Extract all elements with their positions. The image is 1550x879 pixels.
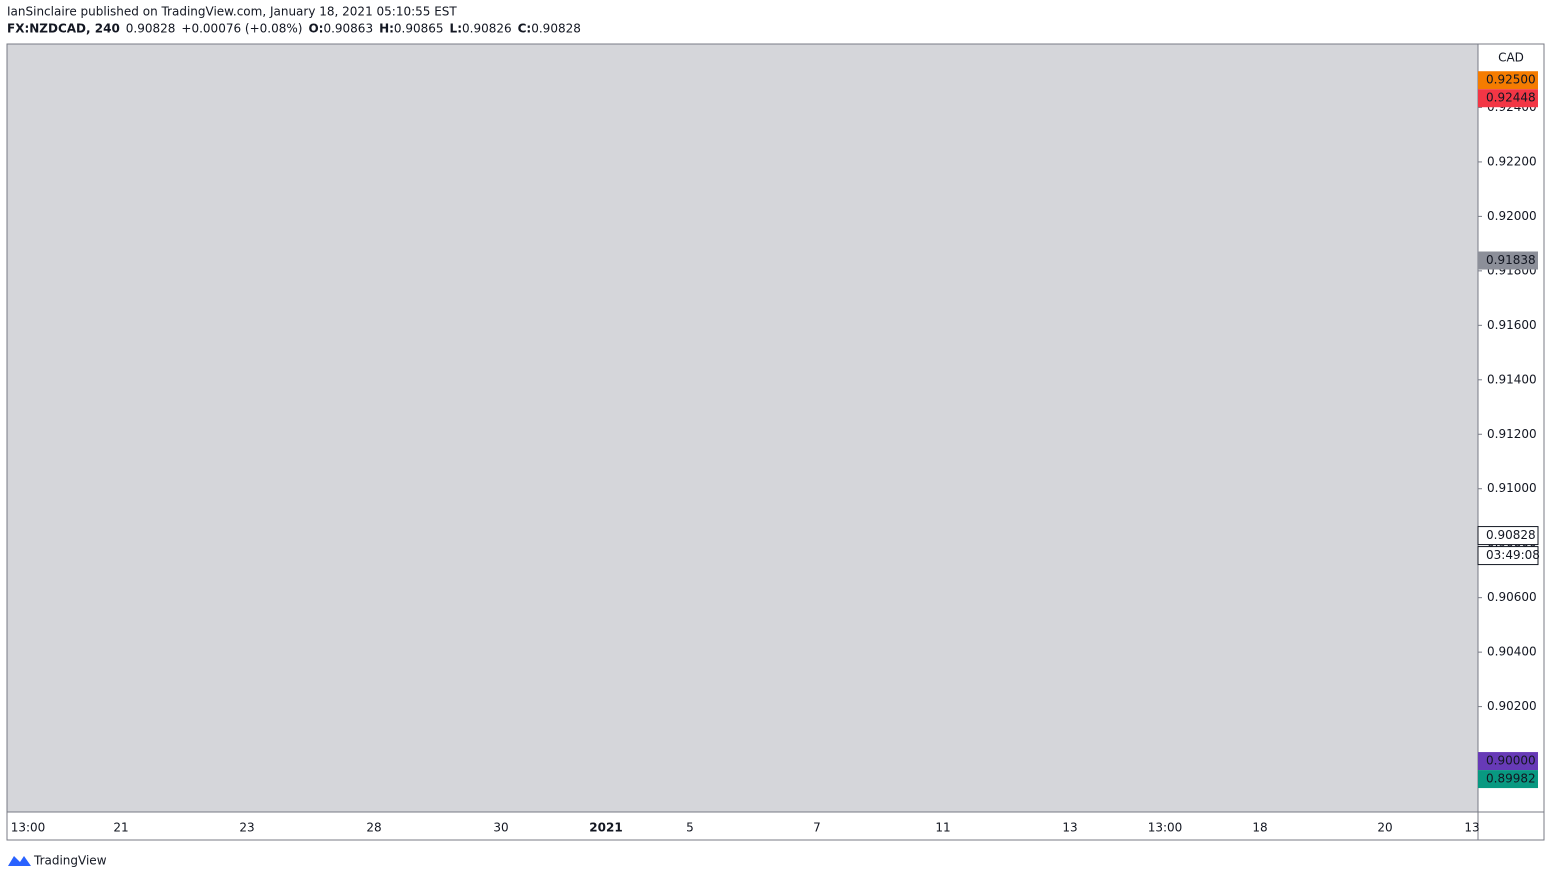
price-badge [1478,752,1538,771]
y-tick-label: 0.91200 [1487,427,1537,441]
x-tick-label: 21 [113,821,128,835]
price-badge [1477,526,1539,546]
x-tick-label: 7 [813,821,821,835]
x-tick-label: 13:00 [11,821,46,835]
plot-bg [7,44,1478,812]
x-tick-label: 30 [493,821,508,835]
footer-logo: TradingView [33,854,107,868]
x-tick-label: 5 [686,821,694,835]
y-tick-label: 0.91600 [1487,318,1537,332]
price-badge-label: 0.90828 [1486,528,1536,542]
axes: 0.902000.904000.906000.908000.910000.912… [11,71,1540,835]
y-tick-label: 0.90200 [1487,699,1537,713]
y-tick-label: 0.91400 [1487,372,1537,386]
x-tick-label: 13:00 [1148,821,1183,835]
x-tick-label: 2021 [589,821,622,835]
header-text: H: [379,22,394,36]
symbol-line: FX:NZDCAD, 240 0.90828 +0.00076 (+0.08%) O:… [7,22,581,36]
header-text: 0.90828 [531,22,581,36]
header-text: L: [450,22,462,36]
price-badge-label: 0.92500 [1486,73,1536,87]
x-tick-label: 13 [1062,821,1077,835]
header-text: O: [308,22,323,36]
y-tick-label: 0.92200 [1487,154,1537,168]
x-tick-label: 23 [239,821,254,835]
price-badge [1478,71,1538,90]
y-tick-label: 0.92000 [1487,209,1537,223]
price-badge [1478,89,1538,108]
price-badge-label: 0.89982 [1486,772,1536,786]
header-text: 0.90863 [323,22,373,36]
y-tick-label: 0.90400 [1487,645,1537,659]
x-tick-label: 13 [1464,821,1479,835]
x-tick-label: 11 [935,821,950,835]
header-text: C: [518,22,532,36]
currency: CAD [1498,51,1524,65]
header-text: 0.90828 [126,22,176,36]
y-tick-label: 0.90600 [1487,590,1537,604]
frame [6,43,1545,841]
countdown: 03:49:08 [1486,548,1540,562]
y-tick-label: 0.91000 [1487,481,1537,495]
tv-logo [8,856,31,866]
header-text: 0.90865 [394,22,444,36]
x-tick-label: 18 [1252,821,1267,835]
header-text: 0.90826 [462,22,512,36]
price-badge [1478,251,1538,270]
price-badge [1478,770,1538,789]
price-badge-label: 0.91838 [1486,253,1536,267]
header-text: +0.00076 (+0.08%) [181,22,302,36]
price-badge-label: 0.92448 [1486,91,1536,105]
publisher: IanSinclaire published on TradingView.co… [7,5,457,19]
countdown-badge [1477,546,1539,566]
x-tick-label: 20 [1377,821,1392,835]
x-tick-label: 28 [366,821,381,835]
header-text: FX:NZDCAD, 240 [7,22,120,36]
price-badge-label: 0.90000 [1486,754,1536,768]
